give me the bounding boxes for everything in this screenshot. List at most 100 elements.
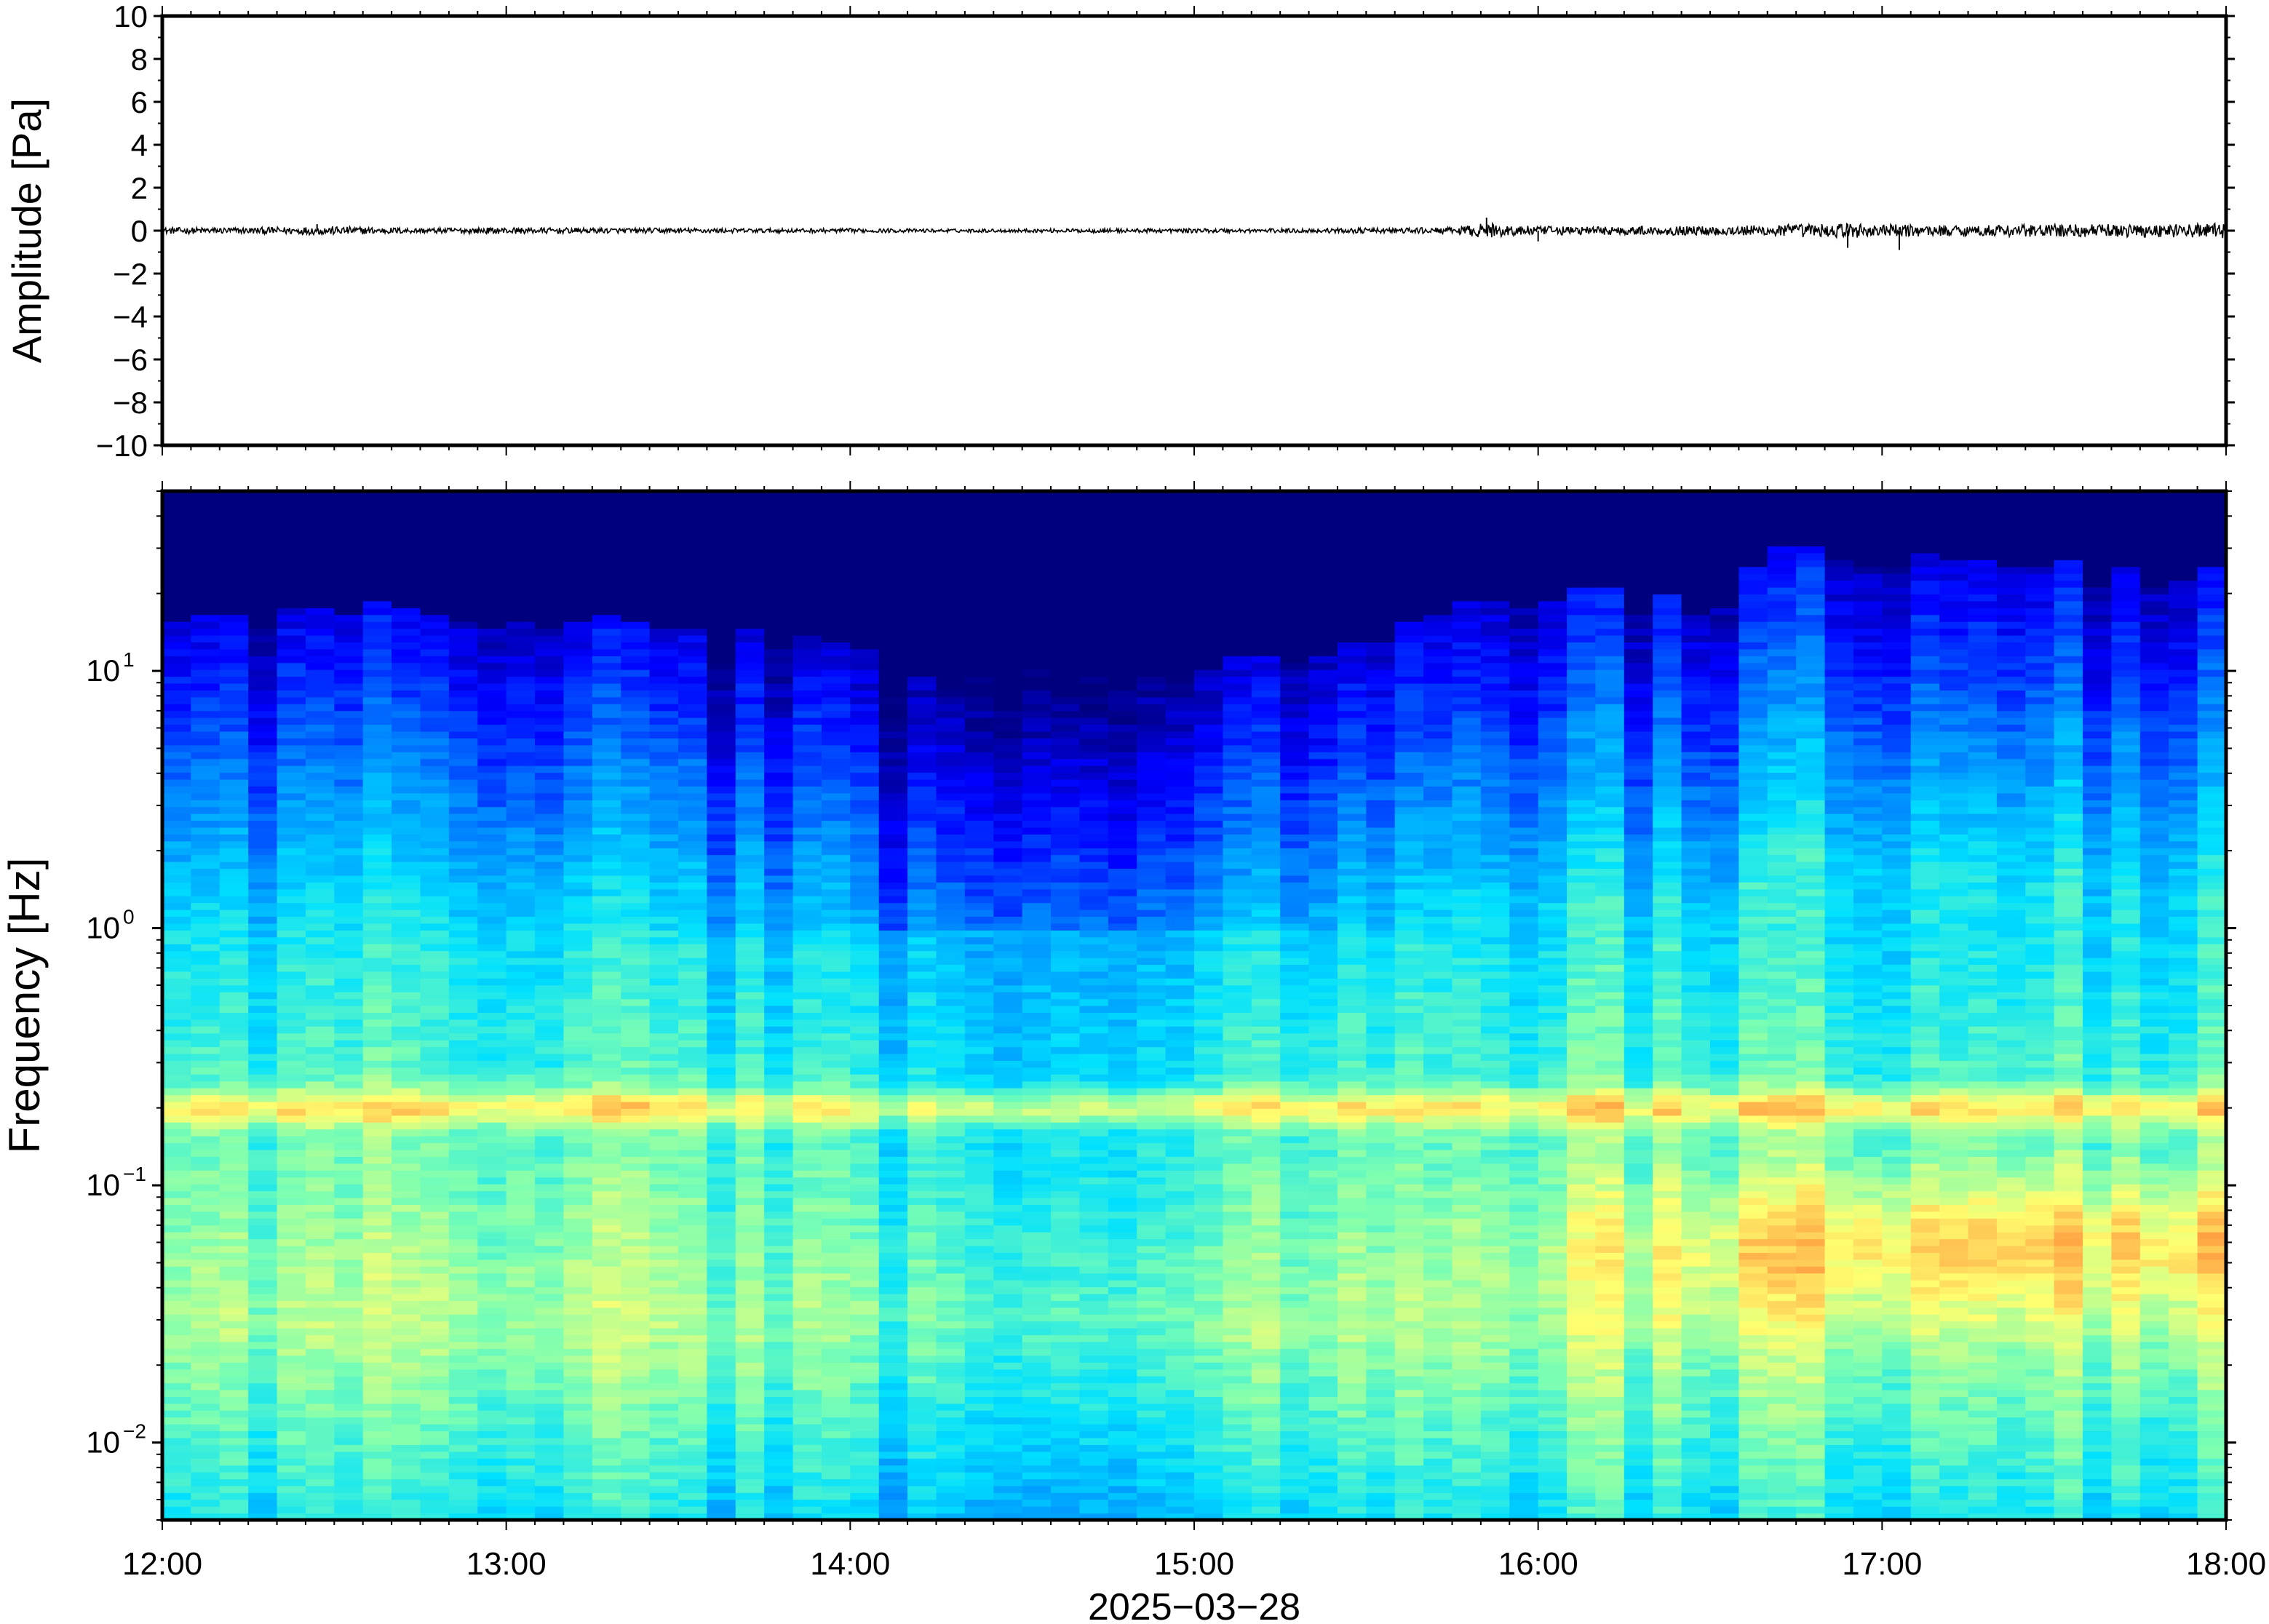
spectrogram-cell [219,944,249,952]
spectrogram-cell [219,1328,249,1336]
spectrogram-cell [964,538,994,547]
spectrogram-cell [477,498,507,506]
spectrogram-cell [362,1451,392,1459]
spectrogram-cell [878,936,908,944]
spectrogram-cell [878,594,908,602]
spectrogram-cell [592,1314,621,1322]
spectrogram-cell [592,1396,621,1404]
spectrogram-cell [477,1032,507,1040]
spectrogram-cell [277,1252,306,1260]
spectrogram-cell [621,984,651,992]
spectrogram-cell [448,704,478,712]
spectrogram-cell [964,634,994,642]
spectrogram-cell [850,1136,880,1144]
spectrogram-cell [191,1472,220,1480]
spectrogram-cell [964,930,994,938]
spectrogram-cell [764,1355,794,1363]
spectrogram-cell [219,1156,249,1164]
spectrogram-cell [964,642,994,650]
spectrogram-cell [878,772,908,780]
spectrogram-cell [735,1211,765,1219]
spectrogram-cell [535,1232,565,1240]
spectrogram-cell [907,1417,937,1425]
spectrogram-cell [792,992,822,1000]
spectrogram-cell [248,690,278,698]
spectrogram-cell [850,1046,880,1054]
spectrogram-cell [936,1280,966,1288]
spectrogram-cell [477,1437,507,1445]
spectrogram-cell [162,1080,191,1088]
spectrogram-cell [334,738,364,746]
spectrogram-cell [362,936,392,944]
spectrogram-cell [964,1232,994,1240]
spectrogram-cell [334,560,364,568]
spectrogram-cell [448,614,478,622]
spectrogram-cell [1051,1149,1081,1157]
spectrogram-cell [563,1403,593,1411]
spectrogram-cell [362,525,392,533]
spectrogram-cell [535,1485,565,1493]
spectrogram-cell [535,608,565,616]
spectrogram-cell [448,1245,478,1253]
spectrogram-cell [219,1204,249,1212]
spectrogram-cell [850,1129,880,1137]
spectrogram-cell [764,998,794,1006]
spectrogram-cell [592,792,621,800]
spectrogram-cell [993,594,1023,602]
spectrogram-cell [506,848,536,856]
spectrogram-cell [563,512,593,520]
spectrogram-cell [792,1280,822,1288]
spectrogram-cell [764,1430,794,1438]
spectrogram-cell [821,738,851,746]
spectrogram-cell [993,792,1023,800]
spectrogram-cell [277,1341,306,1349]
spectrogram-cell [878,1472,908,1480]
spectrogram-cell [420,1060,450,1068]
spectrogram-cell [191,1430,220,1438]
spectrogram-cell [535,1080,565,1088]
spectrogram-cell [792,1341,822,1349]
spectrogram-cell [1022,1410,1052,1418]
spectrogram-cell [420,1006,450,1014]
spectrogram-cell [678,1142,707,1150]
spectrogram-cell [191,930,220,938]
spectrogram-cell [878,1252,908,1260]
spectrogram-cell [162,1506,191,1514]
spectrogram-cell [477,1026,507,1034]
spectrogram-cell [277,1232,306,1240]
waveform-y-axis-label: Amplitude [Pa] [4,98,49,363]
spectrogram-cell [678,1218,707,1226]
spectrogram-cell [649,608,679,616]
spectrogram-cell [936,532,966,540]
spectrogram-cell [764,1094,794,1102]
spectrogram-cell [964,882,994,890]
spectrogram-cell [850,992,880,1000]
spectrogram-cell [907,566,937,574]
spectrogram-cell [907,552,937,560]
spectrogram-cell [477,786,507,794]
spectrogram-cell [420,944,450,952]
spectrogram-cell [621,1225,651,1233]
spectrogram-cell [850,525,880,533]
spectrogram-cell [334,1156,364,1164]
spectrogram-cell [821,820,851,828]
spectrogram-cell [277,1218,306,1226]
spectrogram-cell [248,1252,278,1260]
spectrogram-cell [305,552,335,560]
spectrogram-cell [678,662,707,670]
spectrogram-cell [305,820,335,828]
spectrogram-cell [162,518,191,526]
spectrogram-cell [506,614,536,622]
spectrogram-cell [764,1218,794,1226]
spectrogram-cell [162,1156,191,1164]
spectrogram-cell [563,1067,593,1075]
spectrogram-cell [305,1382,335,1390]
spectrogram-cell [563,1163,593,1171]
spectrogram-cell [907,1403,937,1411]
spectrogram-cell [162,800,191,808]
spectrogram-cell [219,840,249,848]
spectrogram-cell [907,600,937,608]
spectrogram-cell [362,998,392,1006]
spectrogram-cell [477,710,507,718]
spectrogram-cell [621,1129,651,1137]
